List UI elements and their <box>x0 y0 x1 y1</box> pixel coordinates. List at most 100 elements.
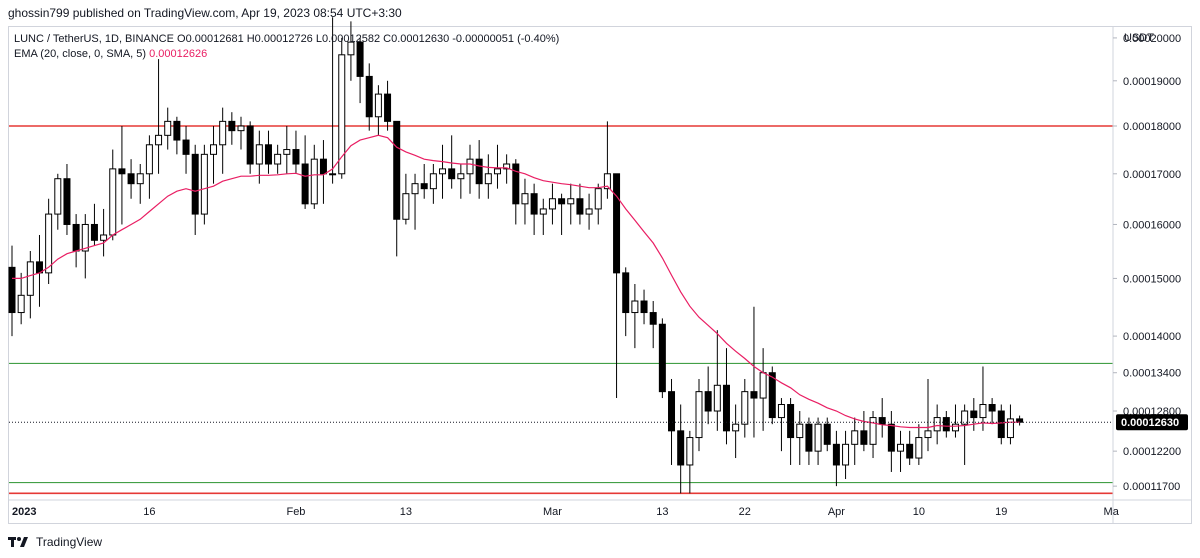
candle <box>310 144 318 209</box>
candle <box>228 112 236 145</box>
candle-body-up <box>338 54 346 175</box>
candle-body-up <box>732 423 740 432</box>
tradingview-logo-icon[interactable] <box>8 535 30 549</box>
candle <box>942 411 950 438</box>
ema-legend-line[interactable]: EMA (20, close, 0, SMA, 5) 0.00012626 <box>14 47 559 62</box>
candle-body-up <box>951 423 959 432</box>
candle-body-up <box>897 443 905 452</box>
candle-body-up <box>842 443 850 466</box>
candle-body-down <box>787 404 795 439</box>
candle <box>631 284 639 349</box>
candle <box>72 214 80 268</box>
candle <box>823 417 831 452</box>
candle <box>924 378 932 452</box>
candle <box>319 140 327 204</box>
candle-body-up <box>429 173 437 190</box>
candle <box>136 164 144 204</box>
candle-body-down <box>420 183 428 190</box>
price-tick-label: 0.00012200 <box>1123 446 1181 458</box>
candle <box>219 107 227 174</box>
candle-body-up <box>594 188 602 210</box>
candle <box>777 398 785 452</box>
time-tick-label: Mar <box>543 506 562 518</box>
candle-body-up <box>484 173 492 185</box>
candle-body-up <box>548 198 556 210</box>
candle <box>704 366 712 425</box>
candle-body-down <box>475 158 483 185</box>
candle <box>237 116 245 150</box>
candle <box>878 398 886 438</box>
last-price-text: 0.00012630 <box>1121 417 1179 429</box>
candle-body-up <box>631 300 639 314</box>
candle <box>979 366 987 431</box>
candle-body-down <box>173 120 181 141</box>
candle-body-up <box>45 213 53 274</box>
candle-body-down <box>118 168 126 175</box>
candle <box>329 17 337 184</box>
symbol-ohlc-line[interactable]: LUNC / TetherUS, 1D, BINANCE O0.00012681… <box>14 33 560 45</box>
candle <box>768 366 776 425</box>
header-bar: ghossin799 published on TradingView.com,… <box>0 0 1200 26</box>
candle-body-up <box>283 149 291 155</box>
candle-body-up <box>54 178 62 215</box>
candle <box>210 126 218 184</box>
candle-body-down <box>658 323 666 393</box>
time-tick-label: 13 <box>400 506 412 518</box>
candle-body-up <box>155 134 163 146</box>
candle <box>164 107 172 150</box>
candle <box>301 135 309 209</box>
candle-body-up <box>411 183 419 195</box>
candle-body-down <box>613 173 621 274</box>
candle <box>457 164 465 199</box>
candle-body-up <box>100 234 108 241</box>
candle <box>658 318 666 399</box>
candle-body-up <box>145 144 153 175</box>
candle <box>915 424 923 465</box>
candle <box>356 37 364 104</box>
candle-body-up <box>796 423 804 439</box>
candle-body-down <box>668 391 676 432</box>
candle <box>283 126 291 174</box>
time-tick-label: Feb <box>286 506 305 518</box>
candle-body-down <box>622 272 630 314</box>
price-tick-label: 0.00011700 <box>1123 481 1180 493</box>
candle <box>539 198 547 235</box>
candle <box>906 430 914 465</box>
candle <box>127 159 135 199</box>
published-caption: ghossin799 published on TradingView.com,… <box>8 6 402 20</box>
candle <box>264 130 272 174</box>
candle-body-down <box>640 300 648 314</box>
candle <box>897 430 905 472</box>
candle-body-up <box>200 153 208 215</box>
price-tick-label: 0.00020000 <box>1123 33 1181 45</box>
chart-legend: LUNC / TetherUS, 1D, BINANCE O0.00012681… <box>14 32 559 62</box>
candle <box>420 164 428 199</box>
candle <box>677 404 685 494</box>
candle <box>35 234 43 307</box>
candle-body-down <box>722 384 730 432</box>
candle <box>851 417 859 465</box>
candle <box>796 411 804 465</box>
candle-body-down <box>860 430 868 445</box>
candle-body-up <box>1006 418 1014 439</box>
candle-body-up <box>164 120 172 136</box>
candle <box>173 116 181 155</box>
candle-body-down <box>301 163 309 205</box>
candle <box>750 306 758 438</box>
candle-body-down <box>356 41 364 77</box>
ema-label: EMA (20, close, 0, SMA, 5) <box>14 48 147 60</box>
candle-body-up <box>219 120 227 146</box>
time-tick-label: 2023 <box>12 506 36 518</box>
candle <box>439 144 447 199</box>
candle <box>832 430 840 487</box>
candle-body-down <box>90 223 98 241</box>
candle-body-down <box>72 223 80 252</box>
tradingview-brand[interactable]: TradingView <box>36 535 103 549</box>
ema-line <box>12 134 1020 429</box>
candle <box>649 301 657 349</box>
candle-body-up <box>961 410 969 425</box>
candle-body-down <box>997 410 1005 439</box>
candle <box>466 144 474 194</box>
candle <box>26 251 34 319</box>
